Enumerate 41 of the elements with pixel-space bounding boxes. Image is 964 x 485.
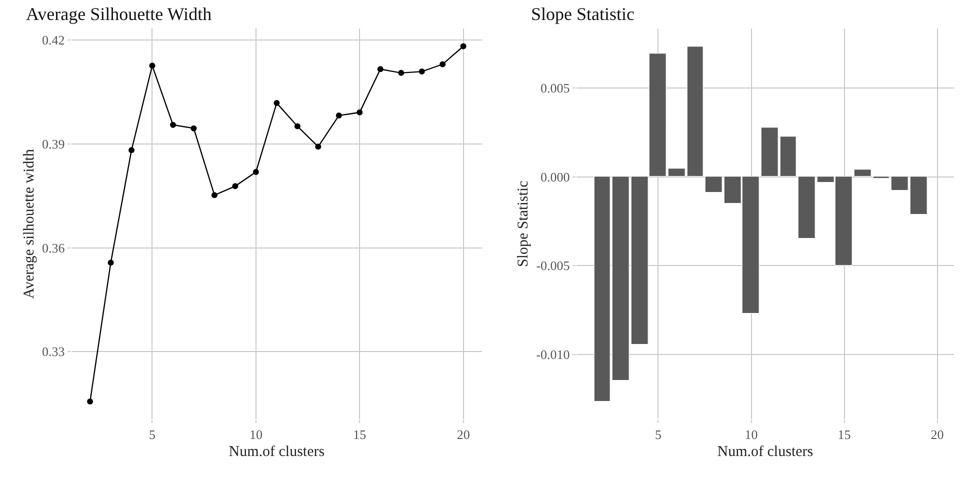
point — [211, 192, 218, 198]
x-tick-label: 20 — [930, 426, 944, 442]
x-tick-label: 10 — [249, 426, 262, 442]
point — [398, 70, 404, 76]
point — [87, 398, 94, 405]
y-tick-label: -0.005 — [536, 258, 570, 274]
point — [170, 122, 176, 128]
y-axis-title: Average silhouette width — [21, 148, 38, 299]
point — [128, 147, 134, 154]
chart-title: Slope Statistic — [531, 4, 635, 24]
point — [294, 123, 300, 130]
x-tick-label: 10 — [744, 426, 758, 442]
point — [108, 260, 114, 266]
y-tick-label: 0.42 — [42, 32, 65, 48]
x-tick-label: 15 — [838, 426, 851, 442]
point — [440, 61, 446, 68]
y-tick-label: 0.005 — [540, 80, 570, 96]
x-tick-label: 15 — [353, 426, 366, 442]
x-tick-label: 5 — [148, 426, 156, 442]
y-tick-label: -0.010 — [536, 347, 570, 362]
x-tick-label: 5 — [654, 426, 662, 442]
point — [377, 66, 384, 72]
point — [274, 100, 280, 106]
point — [356, 109, 363, 116]
y-axis-title: Slope Statistic — [515, 180, 532, 268]
y-tick-label: 0.000 — [540, 169, 570, 184]
y-tick-label: 0.36 — [42, 240, 66, 256]
x-axis-title: Num.of clusters — [228, 444, 325, 460]
point — [336, 112, 342, 119]
point — [418, 68, 425, 75]
point — [190, 125, 197, 132]
y-tick-label: 0.39 — [42, 136, 65, 152]
x-tick-label: 20 — [456, 426, 470, 442]
point — [460, 43, 466, 50]
point — [232, 183, 238, 190]
x-axis-title: Num.of clusters — [717, 444, 814, 460]
chart-title: Average Silhouette Width — [26, 4, 212, 24]
y-tick-label: 0.33 — [42, 344, 65, 360]
point — [252, 168, 259, 175]
point — [315, 144, 322, 150]
point — [149, 62, 156, 69]
